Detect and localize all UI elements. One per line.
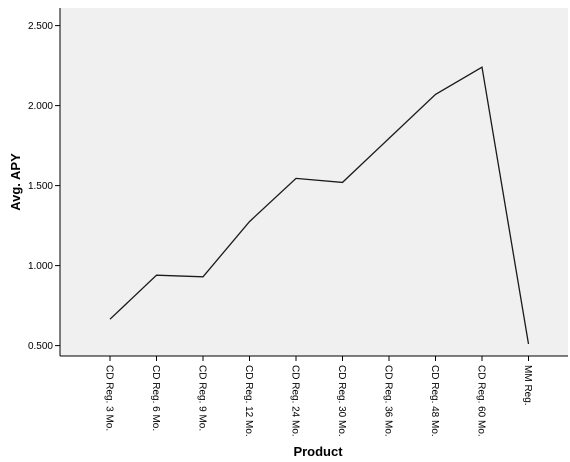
x-tick-label: CD Reg. 24 Mo. <box>290 365 301 437</box>
y-axis-ticks: 0.500 1.000 1.500 2.000 2.500 <box>28 21 60 352</box>
x-tick-label: CD Reg. 3 Mo. <box>104 365 115 431</box>
x-tick-label: CD Reg. 6 Mo. <box>150 365 161 431</box>
series-line <box>109 66 530 345</box>
x-axis-title: Product <box>293 444 343 459</box>
x-tick-label: MM Reg. <box>522 365 533 406</box>
x-tick-label: CD Reg. 12 Mo. <box>243 365 254 437</box>
plot-area <box>60 8 568 356</box>
x-tick-label: CD Reg. 48 Mo. <box>429 365 440 437</box>
y-tick-label: 2.000 <box>28 101 53 112</box>
y-tick-label: 1.500 <box>28 181 53 192</box>
y-tick-label: 0.500 <box>28 341 53 352</box>
y-tick-label: 2.500 <box>28 21 53 32</box>
x-tick-label: CD Reg. 60 Mo. <box>476 365 487 437</box>
x-tick-label: CD Reg. 36 Mo. <box>383 365 394 437</box>
x-tick-label: CD Reg. 9 Mo. <box>197 365 208 431</box>
x-tick-label: CD Reg. 30 Mo. <box>336 365 347 437</box>
x-axis-ticks: CD Reg. 3 Mo. CD Reg. 6 Mo. CD Reg. 9 Mo. C… <box>104 356 533 437</box>
y-tick-label: 1.000 <box>28 261 53 272</box>
y-axis-title: Avg. APY <box>8 153 23 211</box>
